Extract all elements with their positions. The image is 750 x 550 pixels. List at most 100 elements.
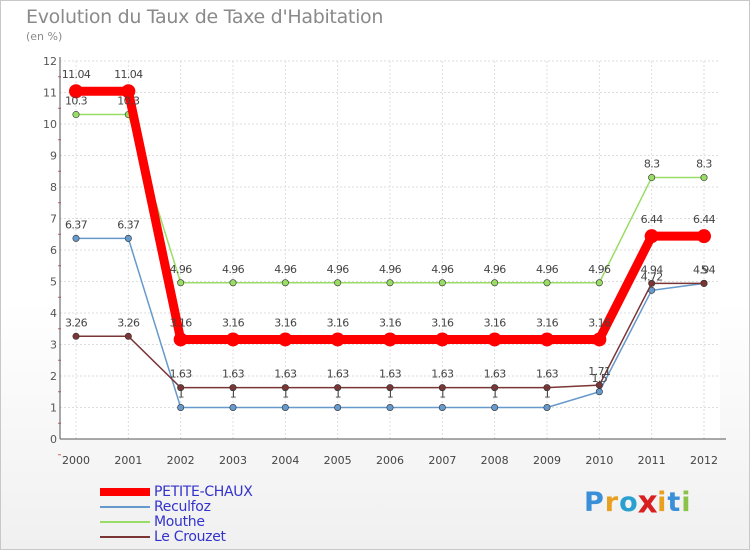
data-point-mouthe — [438, 279, 446, 287]
data-label-le-crouzet: 5 — [701, 263, 708, 276]
y-tick-label: 9 — [50, 150, 57, 163]
legend-label-petite-chaux: PETITE-CHAUX — [154, 484, 253, 500]
legend-label-mouthe: Mouthe — [154, 514, 205, 530]
logo-letter: x — [637, 484, 659, 521]
data-point-mouthe — [281, 279, 289, 287]
data-point-le-crouzet — [386, 384, 394, 392]
data-point-reculfoz — [543, 403, 551, 411]
data-point-petite-chaux — [69, 84, 83, 99]
data-point-le-crouzet — [72, 332, 80, 340]
data-point-le-crouzet — [543, 384, 551, 392]
data-label-le-crouzet: 1.63 — [431, 368, 454, 381]
data-point-mouthe — [229, 279, 237, 287]
data-label-reculfoz: 4.72 — [641, 270, 663, 283]
data-label-petite-chaux: 11.04 — [114, 68, 143, 81]
x-tick-label: 2008 — [481, 454, 509, 467]
data-label-mouthe: 10.3 — [117, 95, 140, 108]
x-tick-label: 2009 — [533, 454, 561, 467]
data-label-le-crouzet: 1.63 — [484, 368, 507, 381]
y-tick-label: 4 — [50, 307, 57, 320]
data-label-reculfoz: 1.5 — [591, 372, 607, 385]
x-tick-label: 2007 — [428, 454, 456, 467]
data-point-petite-chaux — [540, 332, 554, 347]
proxiti-logo: Proxiti — [584, 484, 692, 521]
data-label-reculfoz: 1 — [177, 388, 183, 401]
x-tick-label: 2003 — [219, 454, 247, 467]
y-tick-label: 3 — [50, 339, 57, 352]
data-point-petite-chaux — [173, 332, 188, 347]
data-point-reculfoz — [438, 403, 446, 411]
data-label-mouthe: 8.3 — [696, 158, 712, 171]
data-label-mouthe: 4.96 — [379, 263, 402, 276]
data-label-reculfoz: 1 — [544, 388, 550, 401]
data-label-le-crouzet: 3.26 — [117, 316, 140, 329]
data-label-petite-chaux: 3.16 — [327, 316, 350, 329]
data-label-le-crouzet: 3.26 — [65, 316, 88, 329]
data-label-petite-chaux: 11.04 — [62, 68, 91, 81]
logo-letter: i — [657, 487, 668, 518]
data-point-reculfoz — [72, 234, 80, 242]
data-point-petite-chaux — [644, 229, 659, 244]
data-label-petite-chaux: 3.16 — [170, 316, 193, 329]
y-tick-label: 11 — [43, 87, 57, 100]
legend-swatch-mouthe — [100, 521, 150, 523]
data-label-petite-chaux: 6.44 — [693, 213, 716, 226]
chart-unit-label: (en %) — [26, 30, 63, 43]
data-point-mouthe — [543, 279, 551, 287]
data-point-reculfoz — [124, 234, 132, 242]
y-tick-label: 1 — [50, 402, 57, 415]
data-point-mouthe — [491, 279, 499, 287]
data-point-mouthe — [72, 111, 80, 119]
logo-letter: o — [619, 487, 639, 518]
data-label-le-crouzet: 1.63 — [327, 368, 350, 381]
logo-letter: r — [604, 487, 620, 518]
chart-title: Evolution du Taux de Taxe d'Habitation — [26, 6, 384, 28]
data-label-le-crouzet: 1.63 — [536, 368, 559, 381]
y-tick-label: 8 — [50, 181, 57, 194]
x-tick-label: 2011 — [638, 454, 666, 467]
x-tick-label: 2000 — [62, 454, 90, 467]
data-label-reculfoz: 1 — [334, 388, 340, 401]
data-label-le-crouzet: 1.63 — [222, 368, 245, 381]
data-label-mouthe: 4.96 — [484, 263, 507, 276]
data-point-le-crouzet — [491, 384, 499, 392]
data-point-le-crouzet — [648, 279, 656, 287]
x-tick-label: 2006 — [376, 454, 404, 467]
data-label-le-crouzet: 1.63 — [379, 368, 402, 381]
data-point-le-crouzet — [229, 384, 237, 392]
x-tick-label: 2004 — [271, 454, 299, 467]
data-point-reculfoz — [386, 403, 394, 411]
data-point-mouthe — [386, 279, 394, 287]
data-label-reculfoz: 1 — [439, 388, 445, 401]
data-point-le-crouzet — [177, 384, 185, 392]
y-tick-label: 6 — [50, 244, 57, 257]
logo-letter: t — [667, 487, 682, 518]
y-tick-label: 7 — [50, 213, 57, 226]
data-label-mouthe: 4.96 — [536, 263, 559, 276]
legend-swatch-le-crouzet — [100, 536, 150, 538]
data-point-le-crouzet — [700, 279, 708, 287]
x-tick-label: 2002 — [167, 454, 195, 467]
data-point-reculfoz — [334, 403, 342, 411]
data-point-reculfoz — [491, 403, 499, 411]
logo-letter: i — [681, 487, 692, 518]
data-label-mouthe: 4.96 — [222, 263, 245, 276]
data-point-petite-chaux — [121, 84, 136, 99]
data-point-reculfoz — [595, 388, 603, 396]
data-point-reculfoz — [281, 403, 289, 411]
data-label-mouthe: 4.96 — [170, 263, 193, 276]
data-label-mouthe: 4.96 — [274, 263, 297, 276]
data-label-petite-chaux: 3.16 — [431, 316, 454, 329]
data-point-mouthe — [595, 279, 603, 287]
x-tick-label: 2005 — [324, 454, 352, 467]
data-point-le-crouzet — [281, 384, 289, 392]
data-label-petite-chaux: 6.44 — [641, 213, 664, 226]
data-label-petite-chaux: 3.16 — [484, 316, 507, 329]
data-label-mouthe: 4.96 — [327, 263, 350, 276]
data-label-petite-chaux: 3.16 — [274, 316, 297, 329]
data-point-petite-chaux — [278, 332, 293, 347]
legend-swatch-reculfoz — [100, 506, 150, 508]
data-point-petite-chaux — [697, 229, 711, 244]
x-tick-label: 2001 — [114, 454, 142, 467]
